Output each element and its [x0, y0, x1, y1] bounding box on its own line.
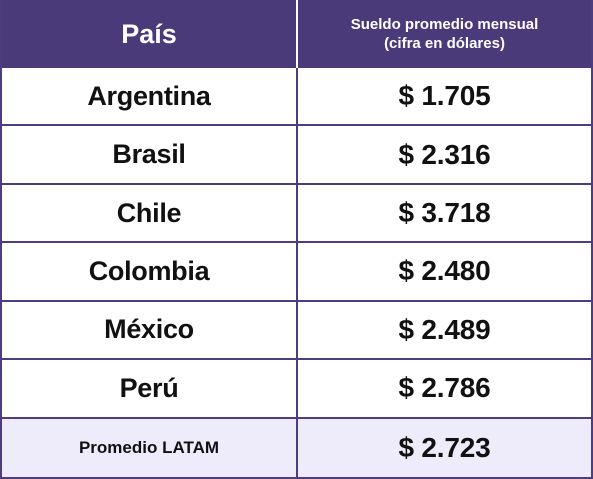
country-cell: Chile: [2, 184, 298, 244]
country-cell: México: [2, 301, 298, 361]
average-label: Promedio LATAM: [2, 418, 298, 477]
country-cell: Argentina: [2, 68, 298, 127]
salary-cell: $ 2.480: [298, 243, 591, 302]
country-cell: Perú: [2, 360, 298, 419]
salary-header-line1: Sueldo promedio mensual: [350, 16, 539, 33]
salary-header-line2: (cifra en dólares): [384, 35, 505, 52]
country-cell: Brasil: [2, 126, 298, 185]
country-column-header: País: [2, 0, 298, 68]
salary-cell: $ 2.786: [298, 360, 591, 419]
salary-cell: $ 2.316: [298, 126, 591, 185]
salary-cell: $ 2.489: [298, 302, 591, 361]
average-salary: $ 2.723: [298, 418, 591, 477]
salary-cell: $ 3.718: [298, 185, 591, 244]
country-cell: Colombia: [2, 243, 298, 302]
salary-cell: $ 1.705: [298, 68, 591, 127]
salary-column-header: Sueldo promedio mensual (cifra en dólare…: [298, 0, 591, 68]
